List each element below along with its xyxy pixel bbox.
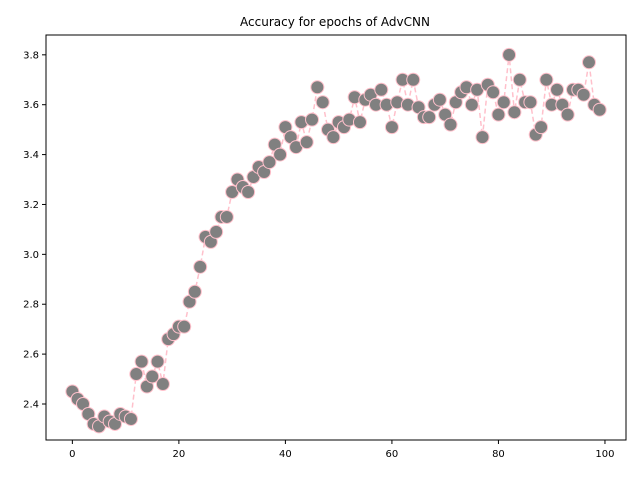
data-point: [150, 354, 165, 369]
plot-frame: [45, 34, 627, 441]
data-point: [155, 377, 170, 392]
y-tick-label: 3.4: [23, 150, 39, 161]
y-tick-label: 2.4: [23, 399, 39, 410]
data-point: [123, 411, 138, 426]
data-point: [432, 92, 447, 107]
data-point: [315, 95, 330, 110]
data-point: [512, 72, 527, 87]
y-tick-label: 3.6: [23, 100, 39, 111]
data-point: [310, 80, 325, 95]
data-point: [209, 224, 224, 239]
data-point: [299, 135, 314, 150]
x-tick-label: 40: [279, 449, 292, 460]
x-axis: 0 20 40 60 80 100: [69, 440, 615, 460]
data-point: [581, 55, 596, 70]
data-point: [241, 185, 256, 199]
data-point: [475, 130, 490, 145]
data-point: [187, 284, 202, 299]
x-tick-label: 100: [595, 449, 614, 460]
data-point: [422, 110, 437, 125]
data-point: [576, 87, 591, 102]
y-tick-label: 3.2: [23, 200, 39, 211]
data-point: [592, 102, 607, 117]
x-tick-label: 60: [386, 449, 399, 460]
data-point: [496, 95, 511, 110]
y-tick-label: 2.8: [23, 300, 39, 311]
data-point: [326, 130, 341, 145]
data-point: [374, 82, 389, 97]
y-tick-label: 2.6: [23, 350, 39, 361]
x-tick-label: 80: [492, 449, 505, 460]
data-point: [129, 367, 144, 382]
data-point: [193, 259, 208, 274]
data-point: [464, 97, 479, 112]
data-point: [486, 85, 501, 100]
data-point: [560, 107, 575, 122]
data-point: [550, 82, 565, 97]
data-point: [145, 369, 160, 384]
data-point: [177, 319, 192, 334]
series-line: [71, 54, 601, 428]
data-point: [134, 354, 149, 369]
data-point: [539, 72, 554, 87]
x-tick-label: 20: [173, 449, 186, 460]
chart-title: Accuracy for epochs of AdvCNN: [240, 15, 430, 29]
y-tick-label: 3.8: [23, 50, 39, 61]
y-axis: 2.4 2.6 2.8 3.0 3.2 3.4 3.6 3.8: [23, 50, 46, 410]
y-tick-label: 3.0: [23, 250, 39, 261]
data-point: [384, 120, 399, 135]
data-point: [502, 47, 517, 62]
data-point: [507, 105, 522, 120]
data-point: [491, 107, 506, 122]
data-point: [352, 115, 367, 130]
data-point: [534, 120, 549, 135]
series-layer: [65, 47, 607, 434]
data-point: [219, 209, 234, 224]
data-point: [305, 112, 320, 127]
x-tick-label: 0: [69, 449, 75, 460]
data-point: [273, 147, 288, 162]
data-point: [406, 72, 421, 87]
data-point: [443, 117, 458, 132]
data-point: [523, 95, 538, 110]
data-point: [262, 155, 277, 170]
